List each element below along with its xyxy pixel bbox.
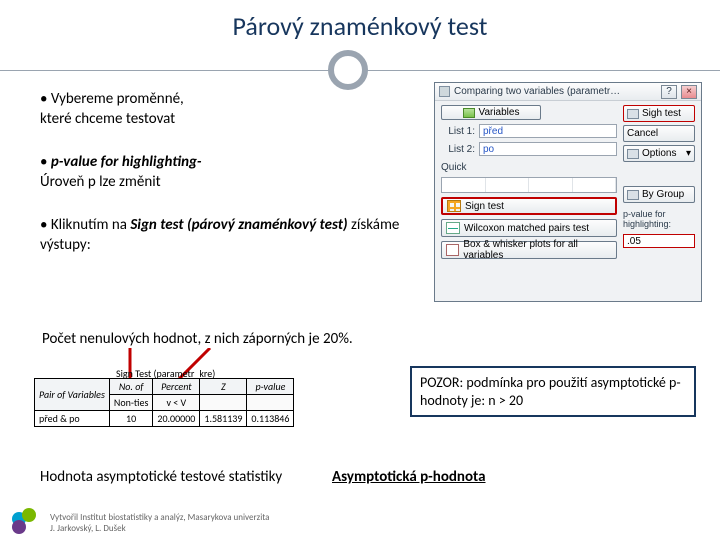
summary-label: Sigh test: [642, 108, 681, 119]
bullet-3-em: Sign test (párový znaménkový test): [130, 216, 347, 234]
summary-button[interactable]: Sigh test: [623, 105, 695, 122]
table-cell-0: 10: [109, 411, 153, 427]
dialog-close-button[interactable]: ×: [681, 85, 697, 99]
boxwhisker-label: Box & whisker plots for all variables: [463, 239, 612, 261]
list2-value: po: [479, 142, 617, 156]
bullet-3-prefix: • Kliknutím na: [40, 216, 130, 234]
bullet-1-line1: • Vybereme proměnné,: [40, 90, 184, 108]
dialog-sysmenu-icon[interactable]: [439, 86, 450, 97]
title-divider: [0, 70, 720, 71]
dialog-help-button[interactable]: ?: [661, 85, 677, 99]
page-title: Párový znaménkový test: [0, 0, 720, 42]
bygroup-button[interactable]: By Group: [623, 186, 695, 203]
results-table: Pair of Variables No. of Percent Z p-val…: [34, 378, 294, 427]
wilcoxon-button[interactable]: Wilcoxon matched pairs test: [441, 219, 617, 237]
pvalue-label: Asymptotická p-hodnota: [332, 468, 486, 486]
pvalue-highlight-label: p-value for highlighting:: [623, 210, 695, 230]
wilcoxon-label: Wilcoxon matched pairs test: [464, 223, 589, 234]
slide-footer: Vytvořil Institut biostatistiky a analýz…: [12, 508, 270, 534]
table-sub-2: [200, 395, 247, 411]
warning-box: POZOR: podmínka pro použití asymptotické…: [410, 366, 696, 417]
nonzero-caption: Počet nenulových hodnot, z nich zápornýc…: [42, 330, 353, 348]
stats-dialog: Comparing two variables (parametr… ? × V…: [434, 82, 702, 302]
options-label: Options: [642, 148, 676, 159]
bullet-list: • Vybereme proměnné, které chceme testov…: [40, 90, 410, 255]
variables-label: Variables: [479, 107, 520, 118]
sign-test-button[interactable]: Sign test: [441, 197, 617, 215]
summary-icon: [627, 109, 639, 119]
list1-value: před: [479, 124, 617, 138]
list1-label: List 1:: [441, 126, 475, 137]
footer-line2: J. Jarkovský, L. Dušek: [50, 524, 270, 534]
bullet-2-line2: Úroveň p lze změnit: [40, 173, 161, 191]
table-col-0: No. of: [109, 379, 153, 395]
table-cell-3: 0.113846: [247, 411, 294, 427]
bullet-1-line2: které chceme testovat: [40, 110, 175, 128]
sign-test-icon: [447, 200, 461, 212]
cancel-button[interactable]: Cancel: [623, 125, 695, 142]
bygroup-icon: [627, 190, 639, 200]
table-col-2: Z: [200, 379, 247, 395]
bullet-2-em: p-value for highlighting-: [51, 153, 202, 171]
table-col-3: p-value: [247, 379, 294, 395]
cancel-label: Cancel: [627, 128, 658, 139]
variables-button[interactable]: Variables: [441, 105, 541, 120]
iba-logo: [12, 508, 42, 534]
variables-icon: [463, 108, 475, 118]
table-header-rowlabel: Pair of Variables: [35, 379, 110, 411]
options-button[interactable]: Options ▾: [623, 145, 695, 162]
sign-test-label: Sign test: [465, 201, 504, 212]
dialog-titlebar: Comparing two variables (parametr… ? ×: [435, 83, 701, 101]
bullet-2-prefix: •: [40, 153, 51, 171]
table-cell-2: 1.581139: [200, 411, 247, 427]
wilcoxon-icon: [446, 222, 460, 234]
statistic-label: Hodnota asymptotické testové statistiky: [40, 468, 282, 486]
list2-label: List 2:: [441, 144, 475, 155]
table-sub-1: v < V: [153, 395, 200, 411]
boxwhisker-icon: [446, 244, 459, 256]
bygroup-label: By Group: [642, 189, 684, 200]
quick-tabs[interactable]: [441, 177, 617, 193]
ring-decoration: [328, 50, 368, 90]
table-sub-0: Non-ties: [109, 395, 153, 411]
table-col-1: Percent: [153, 379, 200, 395]
pvalue-highlight-input[interactable]: .05: [623, 234, 695, 248]
boxwhisker-button[interactable]: Box & whisker plots for all variables: [441, 241, 617, 259]
options-icon: [627, 149, 639, 159]
table-cell-1: 20.00000: [153, 411, 200, 427]
table-sub-3: [247, 395, 294, 411]
dialog-title: Comparing two variables (parametr…: [454, 86, 657, 97]
quick-tab-label: Quick: [441, 162, 617, 173]
table-row-label: před & po: [35, 411, 110, 427]
